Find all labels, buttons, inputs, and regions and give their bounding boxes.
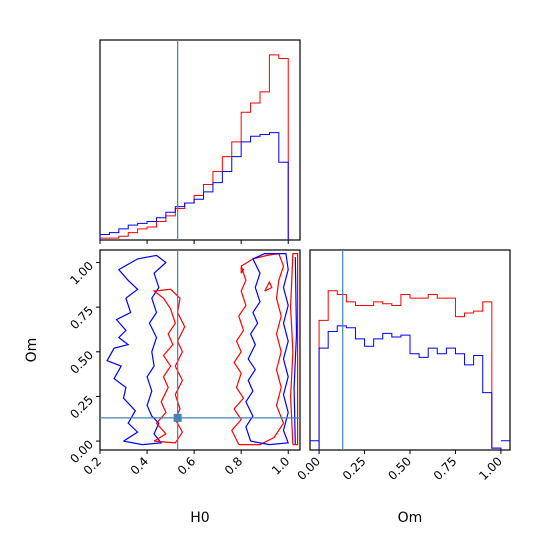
joint-contour-7 [240,266,245,274]
om-hist-series-red [318,290,502,450]
joint-contour-5 [289,253,299,446]
joint-y-tick-label: 0.75 [67,303,96,332]
joint-contour-1 [106,254,167,446]
h0-hist-series-red [99,54,289,240]
om-y-axis-label: Om [24,338,40,363]
om-axis-label: Om [398,510,423,526]
joint-x-tick-label: 1.0 [269,454,292,477]
om-x-tick-label: 0.50 [385,454,414,483]
h0-axis-label: H0 [190,510,209,526]
h0-hist-series-blue [99,132,289,240]
joint-contour-2 [152,288,186,444]
joint-x-tick-label: 0.6 [175,454,198,477]
joint-contour-6 [293,257,298,445]
om-hist-series-blue [318,325,502,450]
om-x-tick-label: 0.75 [431,454,460,483]
joint-y-tick-label: 1.00 [67,259,96,288]
joint-x-tick-label: 0.8 [222,454,245,477]
om-x-tick-label: 1.00 [476,454,505,483]
joint-x-tick-label: 0.4 [128,454,151,477]
joint-y-tick-label: 0.25 [67,393,96,422]
joint-contour-8 [264,280,273,292]
om-x-tick-label: 0.25 [340,454,369,483]
h0-marginal-panel [99,39,301,244]
joint-y-tick-label: 0.50 [67,348,96,377]
h0-marginal-frame [99,39,301,241]
joint-contour-3 [231,252,285,446]
joint-truth-marker [173,413,182,422]
joint-contour-4 [245,253,290,446]
om-x-tick-label: 0.00 [294,454,323,483]
om-marginal-panel: 0.00 0.25 0.50 0.75 1.00 [294,249,511,483]
joint-frame [99,249,301,451]
joint-panel: 0.2 0.4 0.6 0.8 1.00.000.250.500.751.00 [67,249,301,478]
